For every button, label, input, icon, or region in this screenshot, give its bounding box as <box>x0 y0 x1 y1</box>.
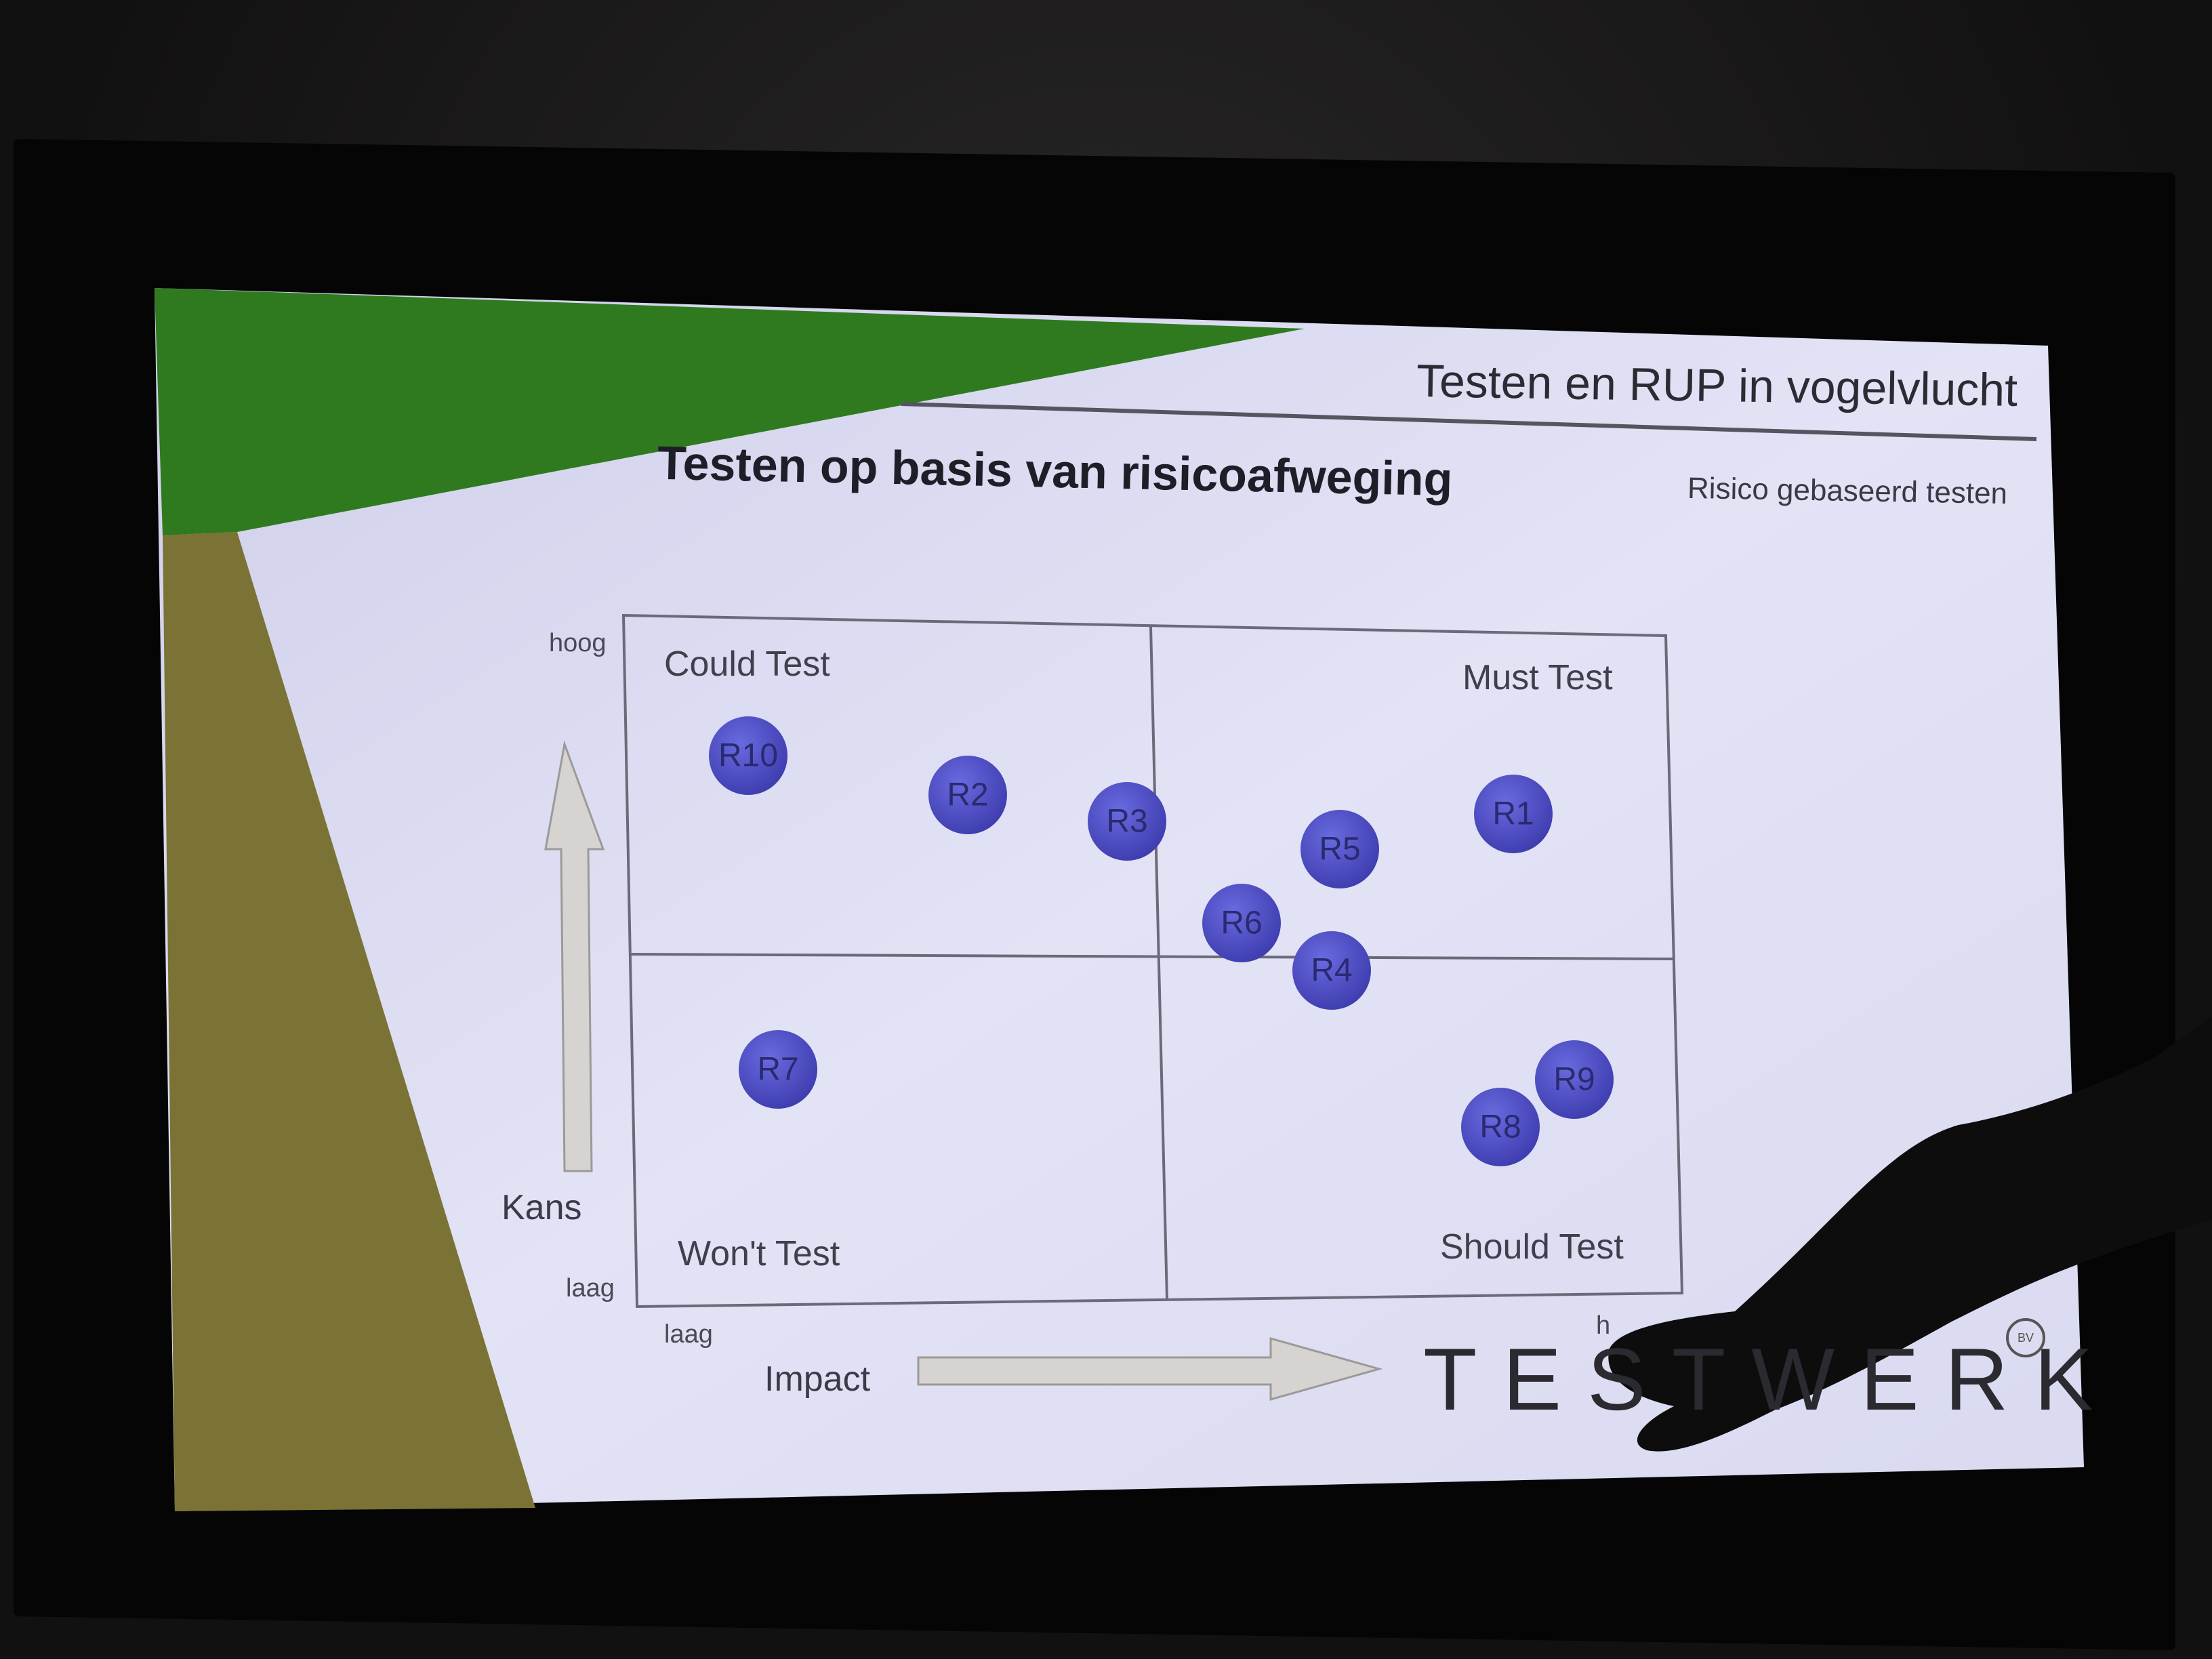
subtitle: Risico gebaseerd testen <box>1687 471 2008 511</box>
y-axis-high-label: hoog <box>549 629 607 657</box>
risk-label-r7: R7 <box>757 1051 799 1088</box>
risk-circle-r1 <box>1474 775 1553 853</box>
risk-circle-r2 <box>928 756 1007 834</box>
up-arrow-icon <box>544 740 605 1172</box>
risk-label-r10: R10 <box>718 737 779 774</box>
matrix-horizontal-divider <box>630 953 1675 960</box>
header-title: Testen en RUP in vogelvlucht <box>1416 355 2018 416</box>
risk-label-r1: R1 <box>1492 796 1534 832</box>
olive-band <box>163 532 535 1511</box>
green-band <box>155 288 1305 535</box>
x-axis-low-label: laag <box>664 1320 713 1349</box>
screen-panel <box>155 288 2084 1511</box>
risk-circles <box>709 716 1614 1166</box>
risk-matrix-border <box>621 613 1684 1309</box>
risk-label-r6: R6 <box>1221 905 1263 941</box>
risk-label-r9: R9 <box>1553 1061 1595 1098</box>
right-arrow-icon <box>917 1337 1383 1401</box>
risk-label-r5: R5 <box>1319 831 1361 867</box>
risk-label-r2: R2 <box>947 777 989 813</box>
risk-circle-r3 <box>1088 782 1166 861</box>
x-axis-label: Impact <box>764 1359 871 1399</box>
risk-circle-r8 <box>1461 1088 1540 1166</box>
logo-mark: BV <box>2006 1318 2045 1357</box>
risk-circle-r10 <box>709 716 787 795</box>
x-axis-high-label: h <box>1596 1311 1611 1340</box>
quadrant-label-must-test: Must Test <box>1462 658 1613 697</box>
header-underline <box>901 402 2037 441</box>
risk-circle-r4 <box>1292 931 1371 1010</box>
quadrant-label-should-test: Should Test <box>1440 1227 1624 1267</box>
pointing-hand <box>1608 1017 2212 1452</box>
quadrant-label-wont-test: Won't Test <box>678 1234 840 1273</box>
matrix-vertical-divider <box>1149 626 1168 1300</box>
risk-label-r3: R3 <box>1106 803 1148 840</box>
testwerk-logo: TESTWERK <box>1423 1330 2119 1429</box>
y-axis-low-label: laag <box>566 1274 615 1303</box>
quadrant-label-could-test: Could Test <box>664 644 830 684</box>
risk-label-r8: R8 <box>1479 1109 1521 1145</box>
risk-label-r4: R4 <box>1311 952 1353 989</box>
y-axis-label: Kans <box>501 1188 582 1227</box>
risk-circle-r5 <box>1300 810 1379 888</box>
risk-circle-r7 <box>739 1030 817 1109</box>
risk-circle-r9 <box>1535 1040 1614 1119</box>
risk-circle-r6 <box>1202 884 1281 962</box>
